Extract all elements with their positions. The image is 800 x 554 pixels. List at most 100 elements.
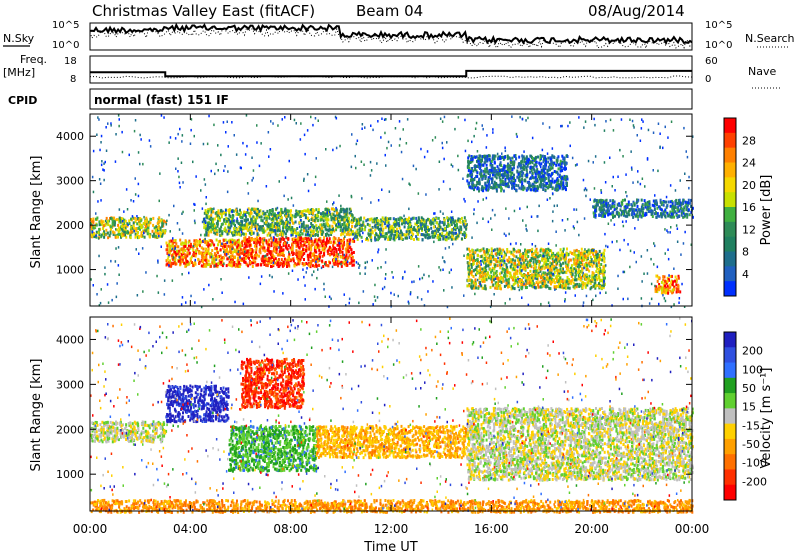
range-cell <box>517 283 520 287</box>
range-cell <box>338 225 340 229</box>
range-cell <box>115 218 118 222</box>
range-cell <box>139 222 141 226</box>
range-cell <box>140 231 143 235</box>
range-cell <box>308 233 311 237</box>
range-cell <box>470 265 473 269</box>
range-cell <box>92 226 95 230</box>
range-cell <box>348 233 351 237</box>
range-cell <box>285 245 287 249</box>
range-cell <box>236 263 239 267</box>
range-cell <box>687 201 690 205</box>
range-cell <box>205 233 208 237</box>
range-cell <box>659 212 662 216</box>
freq-tick-bottom: 8 <box>70 74 76 85</box>
range-cell <box>217 262 220 265</box>
range-cell <box>118 226 120 230</box>
range-cell <box>677 205 680 209</box>
range-cell <box>303 263 306 266</box>
range-cell <box>282 237 285 241</box>
range-cell <box>653 208 656 211</box>
range-cell <box>218 230 221 234</box>
range-cell <box>454 219 457 223</box>
range-cell <box>207 233 210 237</box>
range-cell <box>395 218 398 222</box>
range-cell <box>211 241 214 245</box>
range-cell <box>433 231 436 235</box>
range-cell <box>172 241 175 245</box>
range-cell <box>200 246 203 250</box>
range-cell <box>351 255 354 259</box>
range-cell <box>470 263 473 266</box>
range-cell <box>193 242 195 246</box>
range-cell <box>91 219 93 223</box>
range-cell <box>574 253 577 257</box>
range-cell <box>165 248 168 252</box>
range-cell <box>117 233 120 237</box>
power-marks <box>90 114 694 309</box>
range-cell <box>598 285 601 289</box>
range-cell <box>249 260 252 264</box>
range-cell <box>599 269 602 273</box>
range-cell <box>260 263 263 267</box>
range-cell <box>447 236 450 240</box>
range-cell <box>379 227 382 231</box>
range-cell <box>602 284 605 288</box>
range-cell <box>238 252 240 256</box>
range-cell <box>539 253 542 257</box>
range-cell <box>415 216 418 220</box>
range-cell <box>308 211 311 215</box>
range-cell <box>502 189 505 193</box>
range-cell <box>559 276 562 280</box>
range-cell <box>581 252 583 256</box>
range-cell <box>217 240 220 244</box>
range-cell <box>263 216 266 220</box>
range-cell <box>219 218 221 222</box>
range-cell <box>160 232 163 236</box>
range-cell <box>205 255 208 259</box>
range-cell <box>628 213 631 217</box>
range-cell <box>636 205 639 208</box>
range-cell <box>475 258 478 262</box>
range-cell <box>351 225 354 229</box>
range-cell <box>351 221 354 224</box>
range-cell <box>494 263 497 267</box>
range-cell <box>163 219 165 223</box>
range-cell <box>210 213 213 217</box>
range-cell <box>320 226 323 230</box>
range-cell <box>365 219 368 223</box>
range-cell <box>209 218 212 222</box>
range-cell <box>137 236 139 240</box>
range-cell <box>644 203 647 207</box>
range-cell <box>243 223 246 227</box>
range-cell <box>500 287 502 291</box>
range-cell <box>471 248 474 252</box>
range-cell <box>192 251 195 255</box>
range-cell <box>470 279 473 283</box>
range-cell <box>230 251 232 255</box>
range-cell <box>583 254 586 258</box>
range-cell <box>475 265 478 269</box>
range-cell <box>239 263 242 266</box>
range-cell <box>218 254 220 258</box>
range-cell <box>594 274 597 278</box>
range-cell <box>528 276 530 280</box>
range-cell <box>287 263 290 267</box>
range-cell <box>214 247 217 251</box>
range-cell <box>129 228 132 231</box>
range-cell <box>285 214 288 218</box>
range-cell <box>146 232 149 236</box>
range-cell <box>320 251 323 255</box>
range-cell <box>106 231 109 235</box>
range-cell <box>142 222 145 225</box>
range-cell <box>463 230 466 234</box>
range-cell <box>95 230 98 234</box>
range-cell <box>651 203 654 207</box>
range-cell <box>170 239 173 243</box>
range-cell <box>603 257 605 261</box>
range-cell <box>225 264 228 268</box>
range-cell <box>305 209 307 213</box>
range-cell <box>470 285 473 289</box>
range-cell <box>291 226 294 229</box>
range-cell <box>321 259 324 263</box>
